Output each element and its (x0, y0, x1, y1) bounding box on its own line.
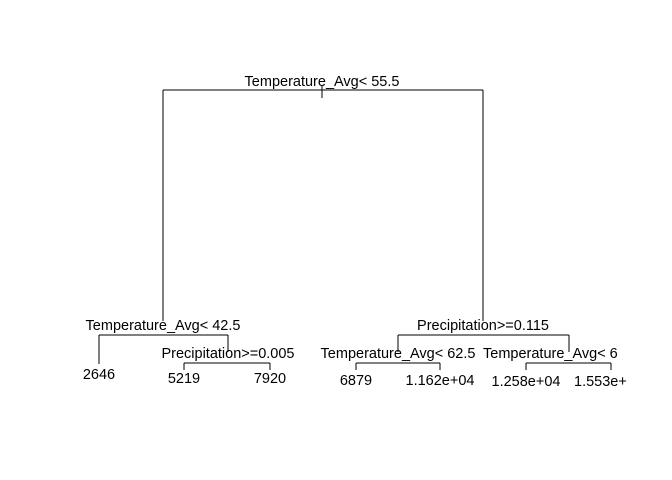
split-label-right-right: Temperature_Avg< 6 (483, 346, 618, 362)
split-label-root: Temperature_Avg< 55.5 (245, 74, 400, 90)
split-label-left-right: Precipitation>=0.005 (161, 346, 294, 362)
leaf-value-4: 6879 (340, 373, 372, 389)
leaf-value-7: 1.553e+ (574, 374, 627, 390)
split-node-right-left: Temperature_Avg< 62.5 (321, 346, 476, 370)
leaf-value-5: 1.162e+04 (406, 373, 475, 389)
leaf-value-3: 7920 (254, 371, 286, 387)
leaf-value-6: 1.258e+04 (492, 374, 561, 390)
split-node-right-right: Temperature_Avg< 6 (483, 346, 618, 370)
split-label-left: Temperature_Avg< 42.5 (86, 318, 241, 334)
split-label-right: Precipitation>=0.115 (417, 318, 549, 334)
split-node-right: Precipitation>=0.115 (397, 318, 570, 352)
split-node-left: Temperature_Avg< 42.5 (86, 318, 241, 364)
split-node-root: Temperature_Avg< 55.5 (162, 74, 484, 321)
split-label-right-left: Temperature_Avg< 62.5 (321, 346, 476, 362)
leaf-value-1: 2646 (83, 367, 115, 383)
split-node-left-right: Precipitation>=0.005 (161, 346, 295, 370)
leaf-value-2: 5219 (168, 371, 200, 387)
